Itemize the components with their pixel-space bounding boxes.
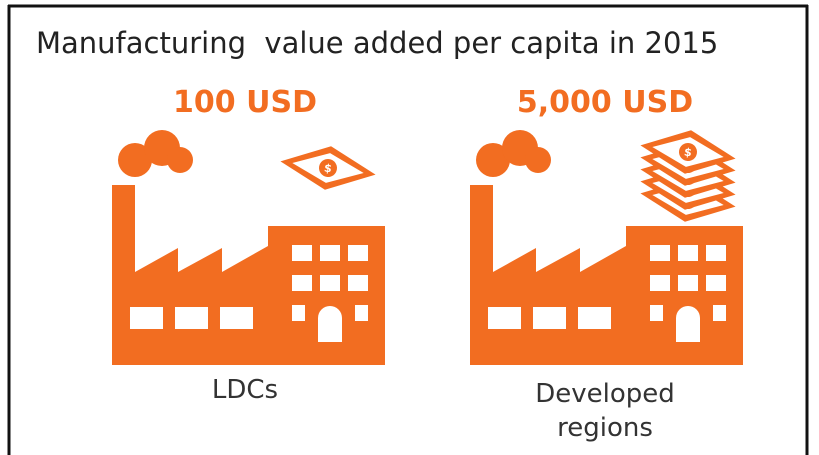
infographic: $ Manufacturing value added per capita i… [0,0,819,455]
amount: 5,000 USD [517,85,693,120]
frame-content: Manufacturing value added per capita in … [36,26,718,60]
money-stack-icon [637,124,738,229]
title: Manufacturing value added per capita in … [36,26,718,60]
page: {"title": "Manufacturing value added per… [0,0,819,455]
amount: 100 USD [173,85,317,120]
label: regions [557,413,653,443]
label: Developed [535,379,675,409]
label: LDCs [212,375,278,405]
money-icon [277,140,378,197]
